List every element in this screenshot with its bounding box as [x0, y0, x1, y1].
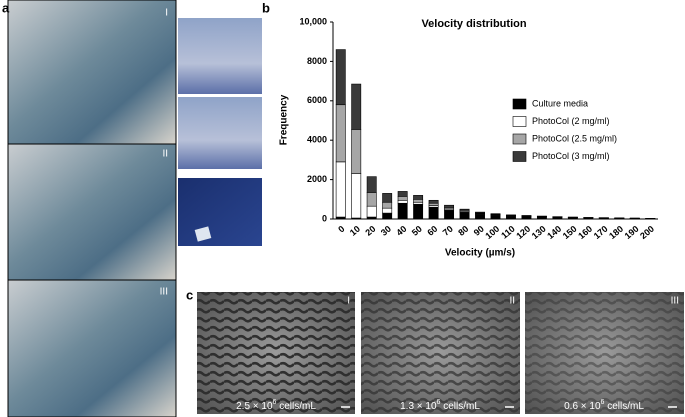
micro-label: II [509, 296, 515, 307]
photo-column [7, 0, 262, 417]
legend-label: PhotoCol (2 mg/ml) [532, 116, 610, 126]
photo [178, 178, 262, 246]
micro-caption: 1.3 × 106 cells/mL [400, 399, 480, 412]
micrograph [525, 292, 684, 414]
bar-segment [506, 215, 516, 220]
y-tick-label: 10,000 [299, 16, 327, 26]
legend-swatch [512, 116, 527, 127]
bar-segment [428, 202, 439, 206]
bar-segment [351, 83, 362, 130]
photo [178, 18, 262, 94]
bar-segment [397, 199, 408, 204]
bar-segment [536, 216, 547, 220]
panel-label: b [262, 0, 270, 15]
caption-base: 0.6 × 10 [564, 401, 601, 412]
photo [7, 279, 177, 417]
panel-label: a [2, 0, 10, 15]
bar-segment [335, 104, 346, 163]
micrograph [361, 292, 520, 414]
x-axis-label: Velocity (µm/s) [445, 248, 515, 259]
caption-unit: cells/mL [276, 401, 316, 412]
bar-segment [459, 211, 470, 220]
panel-label: c [186, 287, 193, 302]
bar-segment [490, 213, 501, 215]
bar-segment [366, 176, 377, 193]
x-tick-label: 0 [336, 224, 346, 235]
photo [7, 0, 177, 145]
legend-swatch [512, 133, 527, 145]
x-tick-label: 80 [456, 224, 470, 238]
bar-segment [490, 214, 501, 220]
bar-segment [475, 213, 485, 220]
bar-segment [475, 211, 485, 214]
bar-segment [397, 196, 408, 201]
micrographs [197, 292, 684, 414]
legend-label: PhotoCol (2.5 mg/ml) [532, 133, 617, 143]
caption-unit: cells/mL [440, 401, 480, 412]
gel [194, 226, 212, 242]
y-tick-label: 2000 [307, 174, 327, 184]
y-tick-label: 4000 [307, 135, 327, 145]
x-tick-label: 60 [425, 224, 439, 238]
x-tick-label: 200 [638, 224, 656, 241]
bar-segment [382, 201, 393, 209]
micrograph [197, 292, 355, 414]
caption-exponent: 6 [437, 399, 441, 406]
micro-caption: 0.6 × 106 cells/mL [564, 399, 644, 412]
x-tick-label: 10 [348, 224, 362, 238]
x-tick-label: 70 [441, 224, 455, 238]
legend-label: Culture media [532, 98, 588, 108]
caption-exponent: 6 [601, 399, 605, 406]
bar-segment [335, 49, 346, 106]
bar-segment [351, 129, 362, 174]
x-tick-label: 30 [379, 224, 393, 238]
bar-segment [521, 216, 532, 220]
photo-label: I [165, 8, 168, 19]
y-axis-label: Frequency [279, 94, 290, 145]
bar-segment [413, 195, 424, 200]
photo-label: II [162, 149, 168, 160]
legend-swatch [512, 98, 527, 110]
x-tick-label: 40 [394, 224, 408, 238]
bar-segment [335, 161, 346, 218]
bar-segment [382, 193, 393, 203]
bar-segment [397, 202, 408, 220]
bar-segment [366, 192, 377, 207]
bar-segment [366, 205, 377, 218]
bar-segment [444, 204, 455, 208]
y-tick-label: 6000 [307, 95, 327, 105]
photo [178, 97, 262, 169]
y-tick-label: 0 [322, 213, 327, 223]
x-tick-label: 110 [499, 224, 517, 241]
bar-segment [382, 207, 393, 214]
micro-label: III [671, 296, 679, 307]
x-tick-label: 90 [472, 224, 486, 238]
bar-segment [382, 212, 393, 220]
chart-title: Velocity distribution [421, 18, 526, 30]
micro-caption: 2.5 × 106 cells/mL [236, 399, 316, 412]
micro-label: I [347, 296, 350, 307]
bar-segment [459, 208, 470, 211]
x-tick-label: 50 [410, 224, 424, 238]
caption-unit: cells/mL [604, 401, 644, 412]
bar-segment [428, 206, 439, 220]
bar-segment [351, 173, 362, 219]
caption-base: 1.3 × 10 [400, 401, 437, 412]
x-tick-label: 20 [363, 224, 377, 238]
bar-segment [428, 199, 439, 204]
bar-segment [413, 199, 424, 203]
bar-segment [397, 191, 408, 197]
caption-base: 2.5 × 10 [236, 401, 273, 412]
photo-label: III [160, 287, 168, 298]
legend-swatch [512, 151, 527, 162]
bar-segment [413, 203, 424, 220]
caption-exponent: 6 [273, 399, 277, 406]
y-tick-label: 8000 [307, 56, 327, 66]
bar-segment [444, 209, 455, 220]
photo [7, 143, 177, 281]
legend-label: PhotoCol (3 mg/ml) [532, 151, 610, 161]
